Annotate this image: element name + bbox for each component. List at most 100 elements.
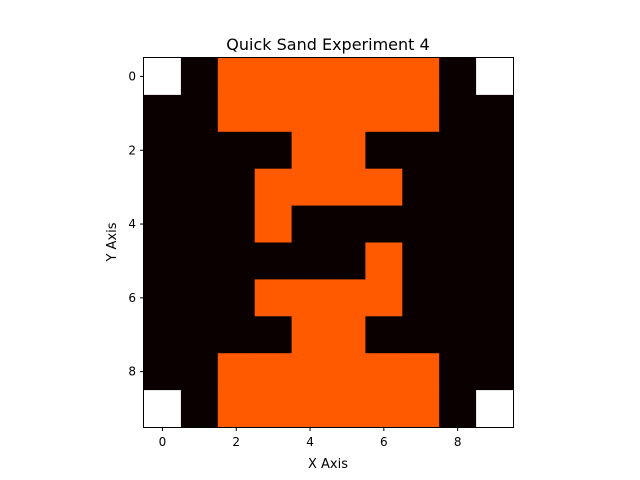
y-tick-label: 2 [128,143,136,157]
plot-frame [143,57,514,428]
heatmap-cell [328,242,366,280]
heatmap-cell [439,94,477,133]
heatmap-cell [328,205,366,243]
x-tick-label: 0 [159,435,167,449]
heatmap-cell [402,94,440,133]
heatmap-cell [402,316,440,354]
heatmap-cell [254,353,292,391]
heatmap-cell [217,390,256,428]
heatmap-cell [217,242,256,280]
heatmap-cell [180,94,219,133]
heatmap-cell [217,58,256,96]
heatmap-cell [217,279,256,317]
heatmap-cell [144,279,182,317]
heatmap-cell [180,279,219,317]
heatmap-cell [476,205,514,243]
heatmap-cell [291,353,329,391]
heatmap-cell [402,279,440,317]
heatmap-cell [291,58,329,96]
heatmap-cell [402,205,440,243]
heatmap-cell [144,94,182,133]
heatmap-cell [476,58,514,96]
heatmap-cell [254,168,292,206]
heatmap-cell [254,205,292,243]
heatmap-cell [439,242,477,280]
heatmap-cell [365,279,403,317]
heatmap-cell [476,353,514,391]
heatmap-cell [365,58,403,96]
heatmap-cell [180,390,219,428]
heatmap-cell [144,390,182,428]
heatmap-cell [144,316,182,354]
y-tick-label: 6 [128,291,136,305]
heatmap-cell [217,94,256,133]
chart-title: Quick Sand Experiment 4 [226,35,429,54]
heatmap-cell [291,316,329,354]
heatmap-cell [402,353,440,391]
heatmap-cell [180,242,219,280]
y-tick-label: 4 [128,217,136,231]
heatmap-cell [217,131,256,170]
heatmap-cell [365,168,403,206]
heatmap-cell [476,279,514,317]
heatmap-cell [402,168,440,206]
heatmap-cell [328,58,366,96]
heatmap-cell [365,353,403,391]
heatmap-cell [328,390,366,428]
heatmap-cell [180,316,219,354]
heatmap-cell [291,205,329,243]
heatmap-cell [439,58,477,96]
heatmap-cell [365,242,403,280]
heatmap-cell [476,94,514,133]
heatmap-cell [254,131,292,170]
heatmap-cell [180,131,219,170]
heatmap-cell [217,316,256,354]
y-axis: 0 2 4 6 8 [128,69,144,379]
x-axis: 0 2 4 6 8 [159,427,462,449]
heatmap-cell [439,205,477,243]
heatmap-cell [291,390,329,428]
x-tick-label: 4 [306,435,314,449]
heatmap-cells [144,58,514,428]
heatmap-cell [291,131,329,170]
heatmap-cell [328,131,366,170]
heatmap-cell [365,94,403,133]
heatmap-cell [144,168,182,206]
heatmap-cell [439,316,477,354]
heatmap-cell [365,316,403,354]
x-axis-label: X Axis [308,457,348,472]
heatmap-cell [328,94,366,133]
heatmap-cell [328,168,366,206]
y-tick-label: 8 [128,365,136,379]
heatmap-cell [254,242,292,280]
heatmap-cell [328,353,366,391]
heatmap-cell [291,242,329,280]
heatmap-cell [254,390,292,428]
y-tick-label: 0 [128,69,136,83]
heatmap-cell [180,353,219,391]
heatmap-cell [328,316,366,354]
y-axis-label: Y Axis [105,222,120,262]
heatmap-cell [217,353,256,391]
heatmap-cell [254,316,292,354]
heatmap-cell [180,58,219,96]
heatmap-cell [144,58,182,96]
heatmap-cell [365,131,403,170]
heatmap-cell [402,242,440,280]
x-tick-label: 2 [232,435,240,449]
heatmap-cell [476,390,514,428]
heatmap-cell [144,131,182,170]
heatmap-cell [439,168,477,206]
heatmap-cell [439,353,477,391]
heatmap-cell [328,279,366,317]
x-tick-label: 8 [454,435,462,449]
heatmap-cell [439,131,477,170]
heatmap-cell [476,242,514,280]
heatmap-cell [254,58,292,96]
heatmap-cell [291,279,329,317]
heatmap-cell [402,131,440,170]
heatmap-cell [180,168,219,206]
heatmap-cell [144,205,182,243]
heatmap-cell [476,131,514,170]
